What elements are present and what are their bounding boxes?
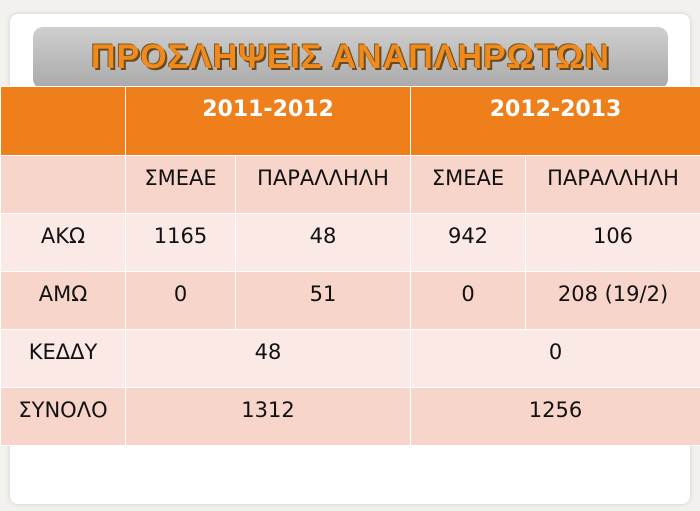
table-cell: 208 (19/2) — [525, 271, 700, 330]
table-cell: 48 — [235, 213, 411, 272]
corner-cell — [0, 155, 126, 214]
table-cell: 48 — [125, 329, 411, 388]
column-header: ΣΜΕΑΕ — [125, 155, 236, 214]
table-cell: 1165 — [125, 213, 236, 272]
table-cell: 0 — [410, 329, 700, 388]
row-label: ΚΕΔΔΥ — [0, 329, 126, 388]
corner-cell — [0, 86, 126, 156]
year-header: 2012-2013 — [410, 86, 700, 156]
column-header: ΠΑΡΑΛΛΗΛΗ — [235, 155, 411, 214]
table-row: ΑΜΩ 0 51 0 208 (19/2) — [0, 271, 700, 330]
table-cell: 0 — [410, 271, 526, 330]
table-row: ΣΜΕΑΕ ΠΑΡΑΛΛΗΛΗ ΣΜΕΑΕ ΠΑΡΑΛΛΗΛΗ — [0, 155, 700, 214]
table-row: ΣΥΝΟΛΟ 1312 1256 — [0, 387, 700, 446]
column-header: ΣΜΕΑΕ — [410, 155, 526, 214]
table-cell: 106 — [525, 213, 700, 272]
table-row: ΑΚΩ 1165 48 942 106 — [0, 213, 700, 272]
table-row: ΚΕΔΔΥ 48 0 — [0, 329, 700, 388]
data-table: 2011-2012 2012-2013 ΣΜΕΑΕ ΠΑΡΑΛΛΗΛΗ ΣΜΕΑΕ ΠΑΡ… — [0, 86, 700, 446]
table-cell: 942 — [410, 213, 526, 272]
row-label: ΣΥΝΟΛΟ — [0, 387, 126, 446]
row-label: ΑΚΩ — [0, 213, 126, 272]
year-header: 2011-2012 — [125, 86, 411, 156]
table-cell: 0 — [125, 271, 236, 330]
column-header: ΠΑΡΑΛΛΗΛΗ — [525, 155, 700, 214]
table-cell: 1312 — [125, 387, 411, 446]
table-cell: 1256 — [410, 387, 700, 446]
slide-title: ΠΡΟΣΛΗΨΕΙΣ ΑΝΑΠΛΗΡΩΤΩΝ — [91, 38, 610, 76]
table-cell: 51 — [235, 271, 411, 330]
title-banner — [33, 27, 668, 89]
row-label: ΑΜΩ — [0, 271, 126, 330]
table-row: 2011-2012 2012-2013 — [0, 86, 700, 156]
